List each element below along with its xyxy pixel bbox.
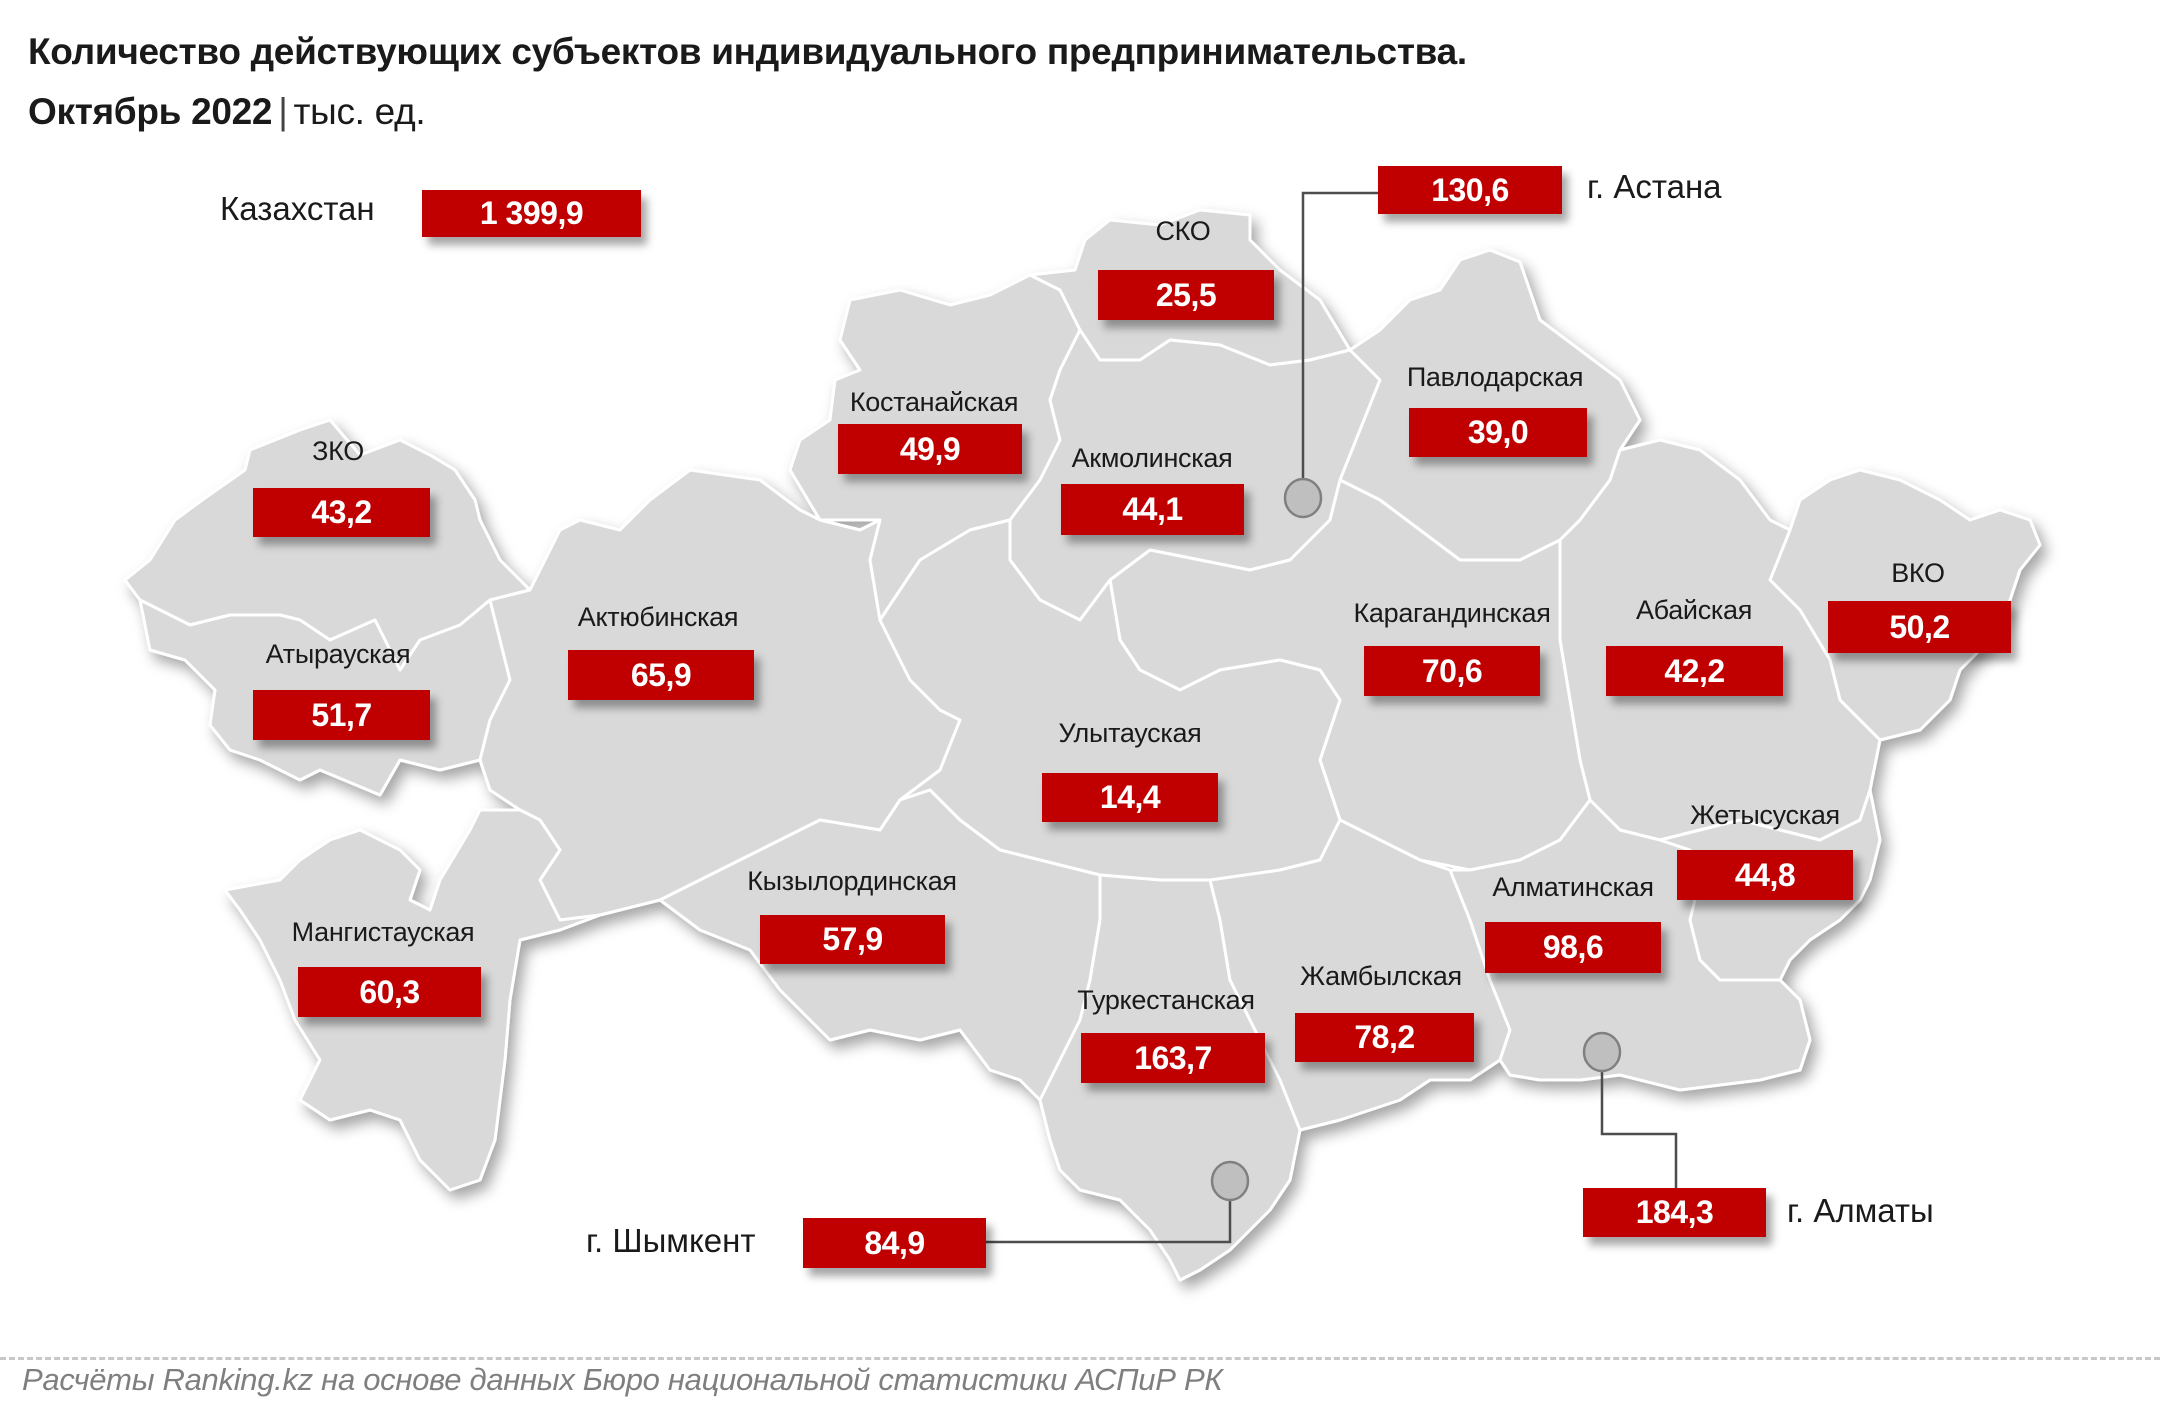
total-value-box: 1 399,9 — [422, 190, 641, 237]
turkestan-label: Туркестанская — [1077, 985, 1255, 1015]
karaganda-label: Карагандинская — [1353, 598, 1551, 628]
ulytau-label: Улытауская — [1058, 718, 1202, 748]
shymkent-city-marker — [1210, 1160, 1250, 1202]
sko-value-box: 25,5 — [1098, 270, 1274, 320]
almaty-leader-line — [1600, 1068, 1678, 1188]
kostanay-label: Костанайская — [849, 387, 1019, 417]
astana-city-marker — [1283, 477, 1323, 519]
ulytau-value-box: 14,4 — [1042, 773, 1218, 822]
almaty-region-value-box: 98,6 — [1485, 922, 1661, 973]
astana-label: г. Астана — [1587, 168, 1722, 205]
kyzylorda-label: Кызылординская — [747, 866, 957, 896]
kostanay-value-box: 49,9 — [838, 424, 1022, 474]
title-line-1: Количество действующих субъектов индивид… — [28, 31, 1467, 72]
akmola-label: Акмолинская — [1071, 443, 1233, 473]
sko-label: СКО — [1155, 216, 1211, 246]
total-label: Казахстан — [220, 190, 375, 227]
zko-value-box: 43,2 — [253, 488, 430, 537]
period: Октябрь 2022 — [28, 91, 273, 132]
aktobe-label: Актюбинская — [577, 602, 739, 632]
title-line-2: Октябрь 2022 | тыс. ед. — [28, 82, 1467, 142]
zhetysu-label: Жетысуская — [1690, 800, 1840, 830]
akmola-value-box: 44,1 — [1061, 484, 1244, 535]
almaty-city-marker — [1582, 1031, 1622, 1073]
zhetysu-value-box: 44,8 — [1677, 850, 1853, 900]
unit-label: тыс. ед. — [293, 91, 426, 132]
mangystau-value-box: 60,3 — [298, 967, 481, 1017]
atyrau-label: Атырауская — [265, 639, 411, 669]
aktobe-value-box: 65,9 — [568, 650, 754, 700]
shymkent-leader-line — [986, 1195, 1232, 1244]
vko-value-box: 50,2 — [1828, 601, 2011, 653]
karaganda-value-box: 70,6 — [1364, 646, 1540, 696]
mangystau-label: Мангистауская — [291, 917, 475, 947]
atyrau-value-box: 51,7 — [253, 690, 430, 740]
zhambyl-value-box: 78,2 — [1295, 1013, 1474, 1062]
separator: | — [278, 91, 288, 132]
almaty-city-value-box: 184,3 — [1583, 1188, 1766, 1237]
pavlodar-label: Павлодарская — [1406, 362, 1584, 392]
source-note: Расчёты Ranking.kz на основе данных Бюро… — [22, 1362, 1223, 1397]
astana-leader-line — [1301, 191, 1378, 485]
kyzylorda-value-box: 57,9 — [760, 915, 945, 964]
shymkent-label: г. Шымкент — [586, 1222, 756, 1259]
chart-title: Количество действующих субъектов индивид… — [28, 22, 1467, 142]
shymkent-value-box: 84,9 — [803, 1218, 986, 1268]
vko-label: ВКО — [1891, 558, 1945, 588]
zhambyl-label: Жамбылская — [1300, 961, 1462, 991]
almaty-region-label: Алматинская — [1492, 872, 1654, 902]
turkestan-value-box: 163,7 — [1081, 1033, 1265, 1083]
abai-value-box: 42,2 — [1606, 646, 1783, 696]
pavlodar-value-box: 39,0 — [1409, 408, 1587, 457]
zko-label: ЗКО — [312, 436, 364, 466]
footer-divider — [0, 1357, 2160, 1360]
abai-label: Абайская — [1635, 595, 1753, 625]
astana-value-box: 130,6 — [1378, 166, 1562, 214]
almaty-city-label: г. Алматы — [1787, 1192, 1934, 1229]
